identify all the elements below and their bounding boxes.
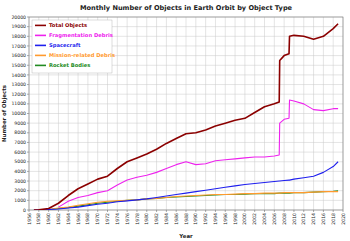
- legend: Total Objects Fragmentation Debris Spacecr…: [32, 20, 115, 73]
- y-tick-label: 11000: [11, 101, 26, 106]
- y-tick-label: 19000: [11, 24, 26, 29]
- x-tick-label: 1988: [184, 213, 189, 225]
- x-tick-label: 1968: [85, 213, 90, 225]
- x-tick-label: 1970: [95, 213, 100, 225]
- x-tick-label: 1956: [27, 213, 32, 225]
- legend-label: Total Objects: [49, 22, 87, 29]
- legend-label: Rocket Bodies: [49, 62, 90, 68]
- y-tick-label: 5000: [14, 159, 26, 164]
- x-tick-label: 1996: [223, 213, 228, 225]
- y-tick-label: 16000: [11, 53, 26, 58]
- grid-line: [225, 17, 226, 210]
- chart: 0 1000 2000 3000 4000 5000 6000 7000 8000 9000 100…: [0, 0, 350, 241]
- grid-line: [195, 17, 196, 210]
- grid-line: [146, 17, 147, 210]
- y-tick-label: 8000: [14, 130, 26, 135]
- x-tick-label: 1960: [46, 213, 51, 225]
- x-tick-label: 2012: [301, 213, 306, 225]
- grid-line: [264, 17, 265, 210]
- x-tick-label: 1958: [36, 213, 41, 225]
- x-tick-label: 1974: [115, 213, 120, 225]
- series-line: [34, 24, 338, 210]
- x-tick-label: 2018: [331, 213, 336, 225]
- x-tick-label: 1964: [66, 213, 71, 225]
- x-tick-label: 1980: [144, 213, 149, 225]
- grid-line: [205, 17, 206, 210]
- x-tick-label: 2006: [272, 213, 277, 225]
- y-tick-label: 17000: [11, 44, 26, 49]
- plot-bg: [29, 17, 343, 210]
- x-tick-label: 2020: [341, 213, 346, 225]
- x-tick-label: 2014: [311, 213, 316, 225]
- y-axis-label: Number of Objects: [1, 85, 8, 142]
- grid-line: [313, 17, 314, 210]
- y-tick-label: 18000: [11, 34, 26, 39]
- legend-label: Fragmentation Debris: [49, 32, 113, 39]
- y-tick-label: 12000: [11, 92, 26, 97]
- y-tick-label: 2000: [14, 188, 26, 193]
- y-tick-label: 3000: [14, 179, 26, 184]
- x-tick-label: 1984: [164, 213, 169, 225]
- title: Monthly Number of Objects in Earth Orbit…: [80, 4, 293, 12]
- legend-swatch: [35, 45, 46, 47]
- y-tick-label: 13000: [11, 82, 26, 87]
- y-tick-label: 6000: [14, 150, 26, 155]
- series-line: [39, 191, 338, 210]
- x-tick-label: 2000: [242, 213, 247, 225]
- series-line: [34, 162, 338, 210]
- legend-label: Spacecraft: [49, 42, 81, 49]
- grid-line: [186, 17, 187, 210]
- grid-line: [176, 17, 177, 210]
- series-line: [39, 192, 338, 210]
- x-tick-label: 1972: [105, 213, 110, 225]
- legend-swatch: [35, 55, 46, 57]
- grid-line: [117, 17, 118, 210]
- y-tick-label: 4000: [14, 169, 26, 174]
- y-tick-label: 0: [23, 208, 26, 213]
- grid-line: [303, 17, 304, 210]
- x-tick-label: 1986: [174, 213, 179, 225]
- legend-label: Mission-related Debris: [49, 52, 115, 58]
- series-line: [58, 100, 338, 207]
- grid-line: [244, 17, 245, 210]
- x-tick-label: 2010: [292, 213, 297, 225]
- x-tick-label: 1976: [125, 213, 130, 225]
- y-tick-label: 10000: [11, 111, 26, 116]
- x-tick-label: 1978: [135, 213, 140, 225]
- x-tick-label: 2008: [282, 213, 287, 225]
- x-tick-label: 2016: [321, 213, 326, 225]
- x-tick-label: 1994: [213, 213, 218, 225]
- x-tick-label: 1992: [203, 213, 208, 225]
- grid-line: [333, 17, 334, 210]
- y-tick-label: 14000: [11, 73, 26, 78]
- x-tick-label: 1962: [56, 213, 61, 225]
- plot-frame: [29, 17, 343, 210]
- x-tick-label: 1966: [76, 213, 81, 225]
- y-tick-label: 7000: [14, 140, 26, 145]
- grid-line: [136, 17, 137, 210]
- x-tick-label: 1982: [154, 213, 159, 225]
- y-tick-label: 15000: [11, 63, 26, 68]
- y-tick-label: 9000: [14, 121, 26, 126]
- y-tick-label: 20000: [11, 15, 26, 20]
- legend-box: [32, 20, 112, 73]
- legend-swatch: [35, 25, 46, 27]
- x-tick-label: 2002: [252, 213, 257, 225]
- legend-swatch: [35, 65, 46, 67]
- grid-line: [235, 17, 236, 210]
- grid-line: [323, 17, 324, 210]
- x-tick-label: 1998: [233, 213, 238, 225]
- grid-line: [293, 17, 294, 210]
- series-group: [34, 24, 338, 210]
- legend-swatch: [35, 35, 46, 37]
- grid-line: [215, 17, 216, 210]
- grid-line: [156, 17, 157, 210]
- grid-line: [127, 17, 128, 210]
- x-axis-label: Year: [178, 233, 193, 239]
- x-tick-label: 1990: [193, 213, 198, 225]
- y-tick-label: 1000: [14, 198, 26, 203]
- x-tick-label: 2004: [262, 213, 267, 225]
- grid-line: [166, 17, 167, 210]
